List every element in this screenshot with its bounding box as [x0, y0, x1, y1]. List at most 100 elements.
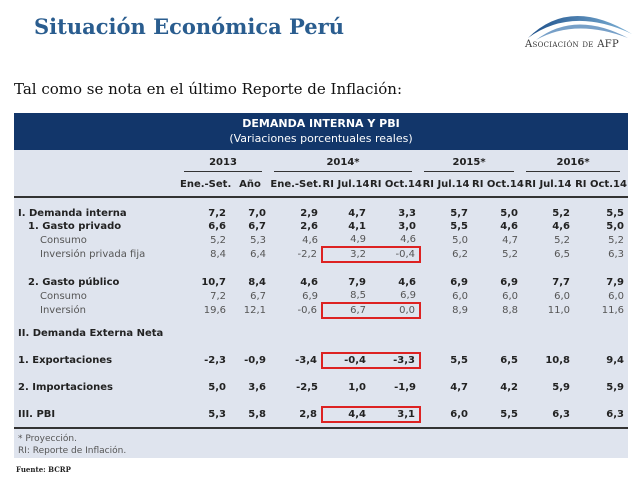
table-row: 1. Exportaciones -2,3 -0,9 -3,4 -0,4 -3,3 5,5 6… — [14, 352, 628, 369]
value-cell: 5,7 — [450, 208, 469, 219]
column-header: Año — [230, 172, 270, 198]
value-cell: 4,1 — [348, 221, 366, 232]
value-cell: 6,7 — [321, 302, 370, 319]
value-cell: 8,5 — [350, 290, 366, 301]
value-cell: 4,6 — [500, 221, 519, 232]
value-cell: 19,6 — [203, 305, 226, 316]
value-cell: 7,7 — [552, 277, 571, 288]
table-row: Inversión 19,6 12,1 -0,6 6,7 0,0 8,9 8,8 11,0 11,… — [14, 302, 628, 319]
value-cell: 6,5 — [554, 249, 571, 260]
row-label: II. Demanda Externa Neta — [18, 328, 164, 339]
spacer — [14, 197, 628, 207]
value-cell: 6,9 — [500, 277, 519, 288]
column-header: RI Jul.14 — [322, 172, 370, 198]
value-cell — [472, 327, 522, 340]
value-cell: -0,9 — [244, 355, 266, 366]
value-cell: 5,5 — [450, 355, 469, 366]
value-cell: -1,9 — [394, 382, 417, 393]
column-header: Ene.-Set. — [270, 172, 322, 198]
value-cell: 5,5 — [606, 208, 625, 219]
value-cell: 6,0 — [608, 290, 625, 302]
value-cell: 6,7 — [250, 290, 266, 302]
value-cell — [230, 327, 270, 340]
value-cell: 4,4 — [321, 406, 370, 423]
value-cell: 5,0 — [452, 234, 469, 246]
value-cell: 7,0 — [248, 208, 266, 219]
value-cell: 11,0 — [547, 305, 571, 316]
value-cell: 4,9 — [350, 234, 366, 245]
value-cell: 5,2 — [552, 208, 571, 219]
value-cell: 4,6 — [552, 221, 571, 232]
row-label: Inversión — [40, 305, 86, 316]
afp-logo-arc-icon — [528, 15, 632, 40]
spacer — [14, 340, 628, 353]
value-cell: -0,4 — [370, 246, 422, 263]
value-cell — [180, 327, 230, 340]
value-cell: 6,0 — [450, 409, 469, 420]
value-cell: -0,6 — [297, 305, 317, 316]
value-cell: 6,0 — [452, 290, 469, 302]
table-row: Inversión privada fija 8,4 6,4 -2,2 3,2 -0,4 6… — [14, 246, 628, 263]
value-cell: 6,3 — [606, 409, 625, 420]
value-cell: 4,7 — [450, 382, 469, 393]
column-header: RI Jul.14 — [420, 172, 473, 198]
value-cell: 6,0 — [554, 290, 571, 302]
spacer — [14, 394, 628, 407]
table-row: Consumo 5,2 5,3 4,6 4,9 4,6 5,0 4,7 5,2 5,2 — [14, 233, 628, 247]
value-cell: 5,0 — [208, 382, 226, 393]
value-cell: 5,0 — [606, 221, 625, 232]
spacer — [14, 368, 628, 381]
value-cell: 6,4 — [250, 249, 266, 260]
table-subtitle: (Variaciones porcentuales reales) — [229, 132, 413, 145]
value-cell: 5,5 — [450, 221, 469, 232]
column-header: RI Oct.14 — [574, 172, 629, 198]
value-cell: 7,9 — [606, 277, 625, 288]
column-header: Ene.-Set. — [180, 172, 231, 198]
value-cell: 4,6 — [302, 234, 318, 246]
value-cell — [420, 327, 472, 340]
value-cell: 11,6 — [601, 305, 625, 316]
year-header-row: 2013 2014* 2015* 2016* — [14, 150, 628, 172]
value-cell: -3,3 — [370, 352, 422, 369]
value-cell — [270, 327, 322, 340]
table-row: I. Demanda interna 7,2 7,0 2,9 4,7 3,3 5,7 5,0 5… — [14, 207, 628, 220]
value-cell — [370, 327, 420, 340]
source-note: Fuente: BCRP — [16, 465, 71, 474]
value-cell: 8,9 — [452, 305, 469, 316]
value-cell: -2,5 — [296, 382, 318, 393]
value-cell: 3,1 — [370, 406, 422, 423]
value-cell: 5,5 — [500, 409, 519, 420]
value-cell: 4,6 — [300, 277, 318, 288]
column-header: RI Jul.14 — [522, 172, 575, 198]
row-label: Consumo — [40, 290, 87, 302]
row-label: 2. Importaciones — [18, 382, 113, 393]
value-cell: 6,9 — [450, 277, 469, 288]
value-cell: 4,6 — [398, 277, 417, 288]
value-cell: 6,9 — [302, 290, 318, 302]
value-cell: 2,8 — [299, 409, 317, 420]
row-label: 1. Exportaciones — [18, 355, 113, 366]
row-label: Inversión privada fija — [40, 249, 146, 260]
value-cell: 6,0 — [502, 290, 519, 302]
value-cell: 6,5 — [500, 355, 519, 366]
value-cell: 5,9 — [606, 382, 625, 393]
table-row: II. Demanda Externa Neta — [14, 327, 628, 340]
value-cell: 1,0 — [348, 382, 366, 393]
column-header: RI Oct.14 — [472, 172, 524, 198]
value-cell: -2,3 — [204, 355, 226, 366]
year-header: 2014* — [274, 157, 413, 172]
value-cell: 7,2 — [210, 290, 226, 302]
value-cell: 5,2 — [502, 249, 519, 260]
value-cell: 3,6 — [248, 382, 266, 393]
value-cell: -0,4 — [321, 352, 370, 369]
value-cell: 4,7 — [502, 234, 519, 246]
value-cell — [522, 327, 574, 340]
spacer — [14, 262, 628, 276]
table-row: Consumo 7,2 6,7 6,9 8,5 6,9 6,0 6,0 6,0 6,0 — [14, 289, 628, 303]
column-header-row: Ene.-Set. Año Ene.-Set. RI Jul.14 RI Oct.14 R… — [14, 172, 629, 198]
value-cell — [322, 327, 370, 340]
value-cell: 5,2 — [608, 234, 625, 246]
value-cell: 5,2 — [554, 234, 571, 246]
value-cell: 10,8 — [545, 355, 571, 366]
table-row: 2. Importaciones 5,0 3,6 -2,5 1,0 -1,9 4,7 4,2 5… — [14, 381, 628, 394]
